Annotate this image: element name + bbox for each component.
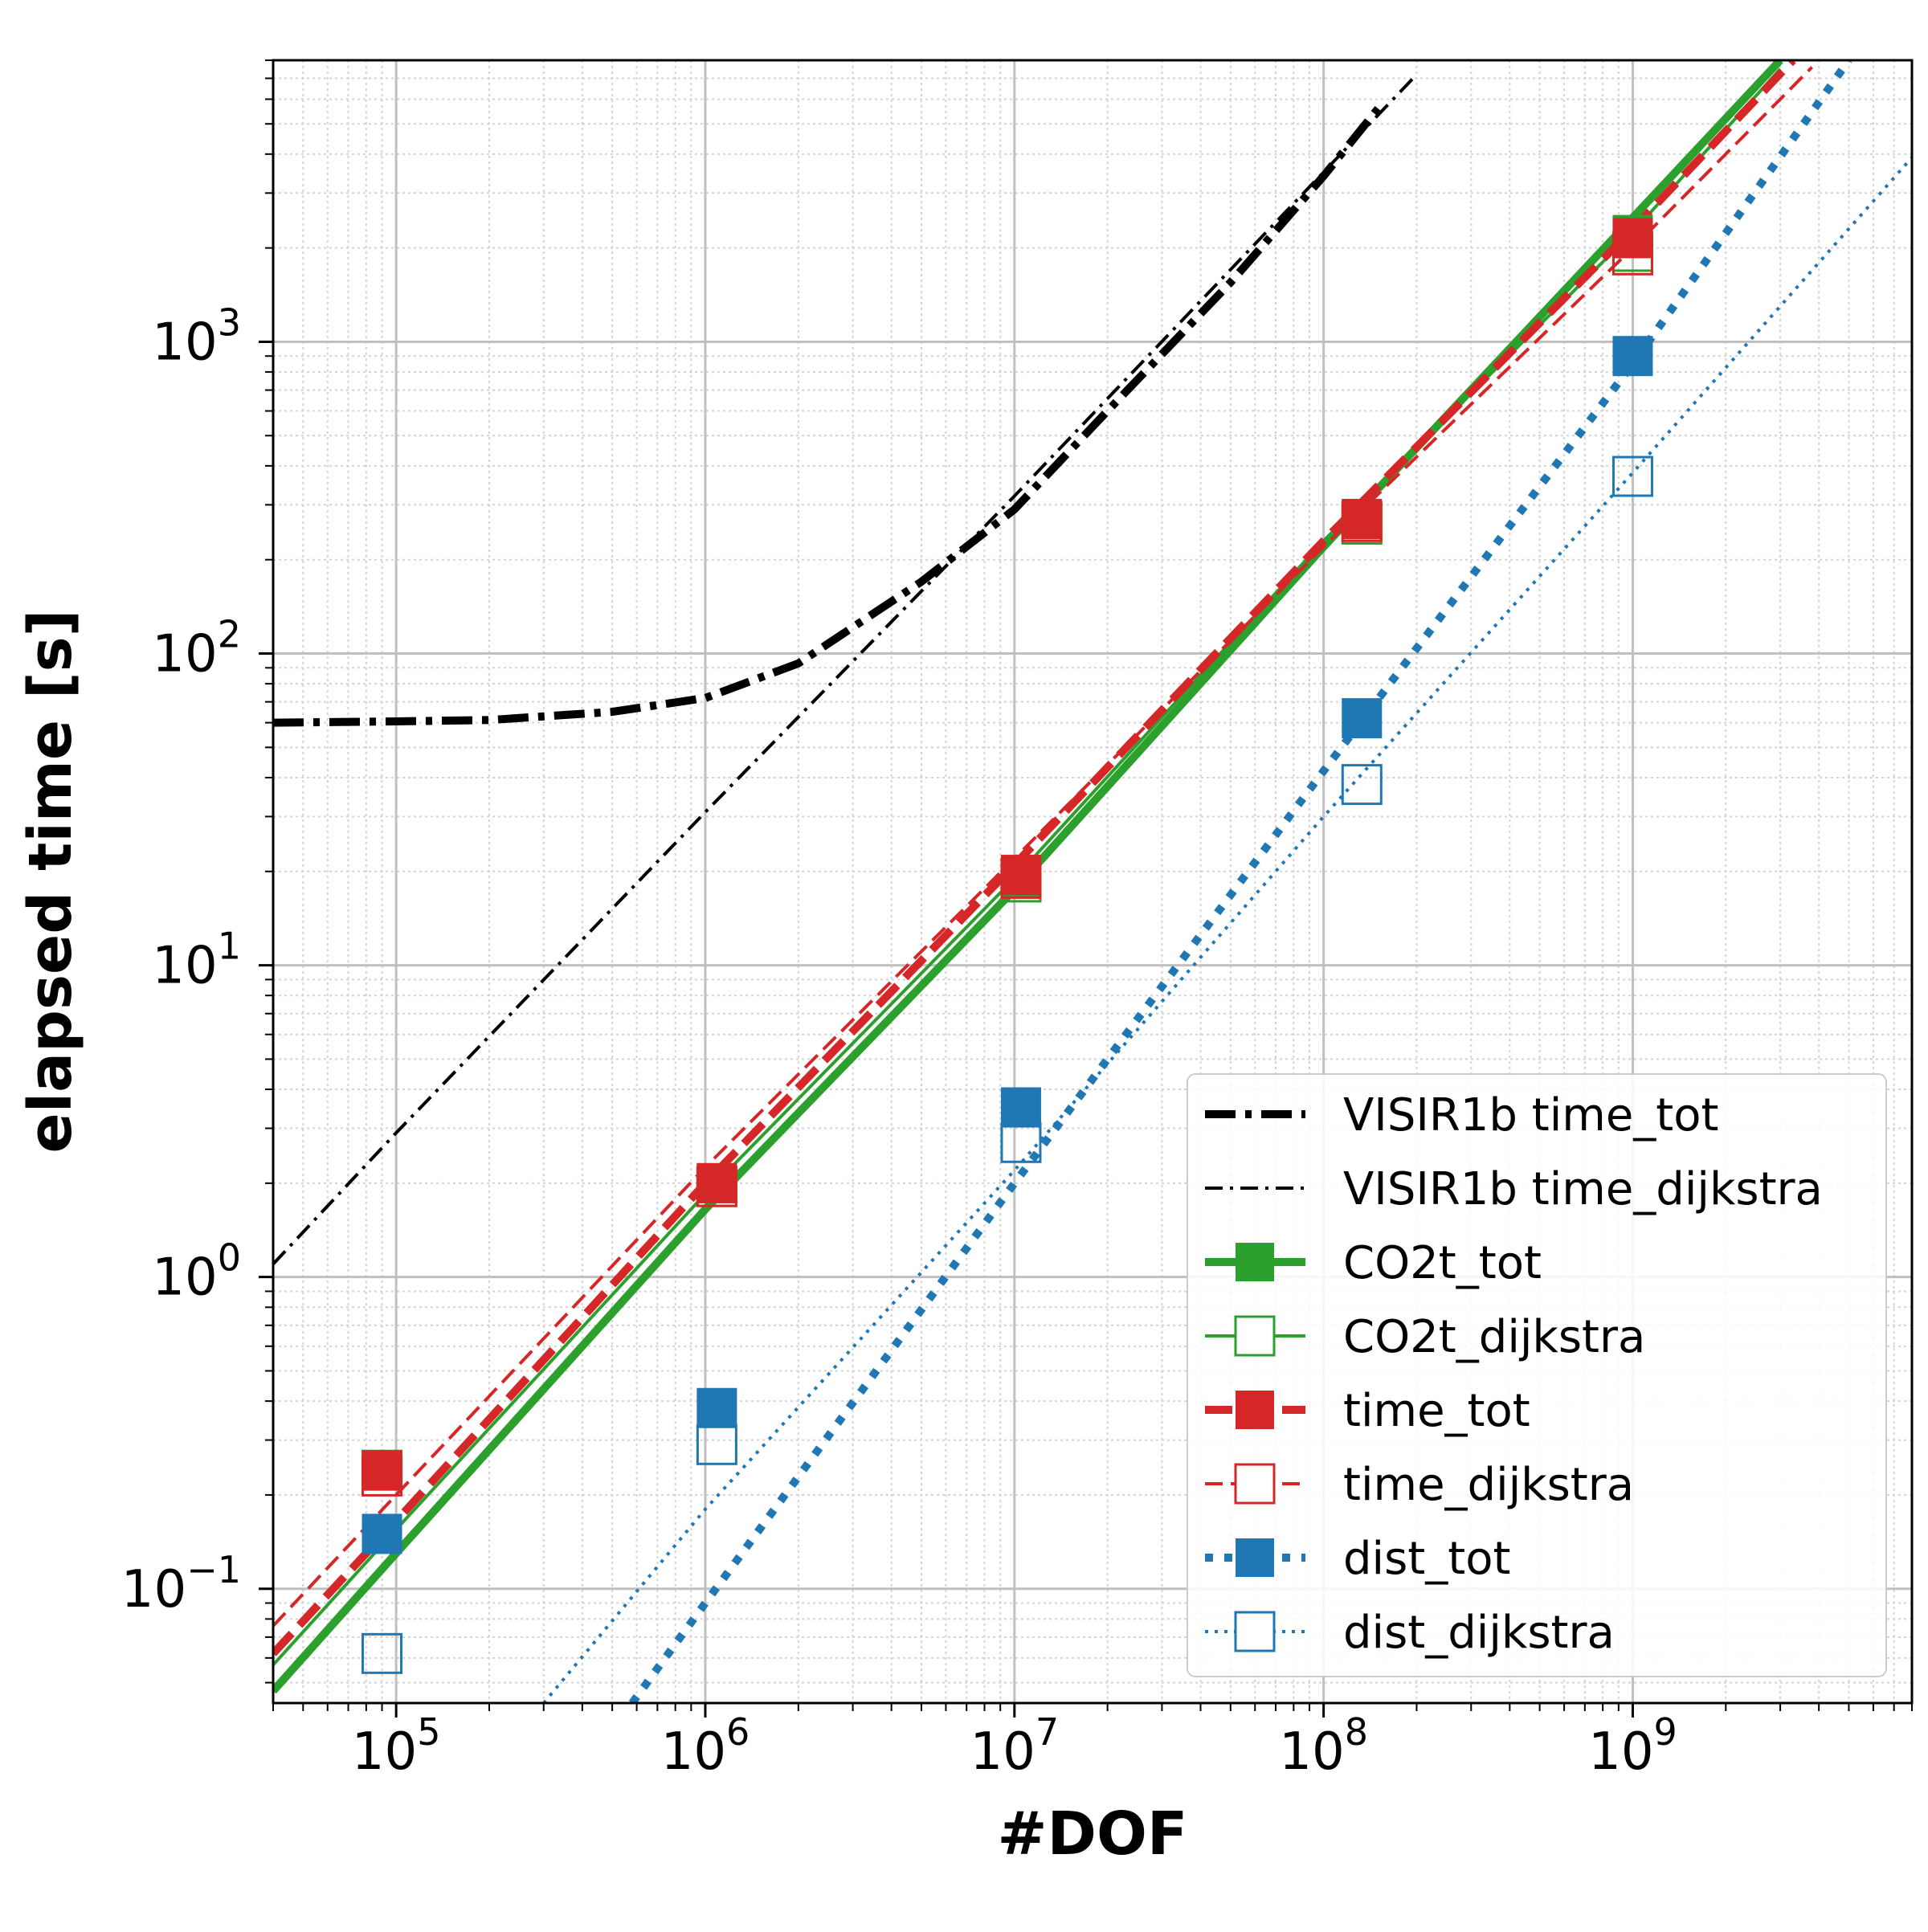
legend-box bbox=[1187, 1073, 1887, 1677]
x-tick-label: 108 bbox=[1279, 1710, 1368, 1782]
y-axis-title: elapsed time [s] bbox=[16, 610, 85, 1154]
data-point-dist_dijkstra bbox=[1000, 1121, 1042, 1163]
data-point-time_tot bbox=[696, 1162, 737, 1203]
y-tick-labels: 10−1 100 101 102 103 bbox=[121, 300, 241, 1619]
legend-swatch-marker bbox=[1234, 1611, 1276, 1652]
data-point-dist_dijkstra bbox=[362, 1632, 403, 1674]
x-tick-label: 105 bbox=[352, 1710, 441, 1782]
data-point-dist_dijkstra bbox=[1611, 455, 1653, 497]
legend-label: VISIR1b time_tot bbox=[1343, 1089, 1718, 1142]
data-point-dist_tot bbox=[696, 1387, 737, 1428]
series-line-dist_dijkstra bbox=[542, 156, 1912, 1703]
legend-swatch-marker bbox=[1234, 1463, 1276, 1505]
data-point-dist_tot bbox=[1000, 1087, 1041, 1128]
legend-label: dist_dijkstra bbox=[1343, 1607, 1615, 1659]
data-point-time_tot bbox=[1612, 218, 1653, 259]
legend-label: CO2t_dijkstra bbox=[1343, 1311, 1645, 1363]
legend-swatch-marker bbox=[1234, 1315, 1276, 1357]
legend-label: CO2t_tot bbox=[1343, 1237, 1542, 1289]
x-tick-labels: 105 106 107 108 109 bbox=[352, 1710, 1677, 1782]
data-point-time_dijkstra bbox=[1341, 500, 1383, 542]
data-point-dist_dijkstra bbox=[1341, 764, 1383, 806]
series-line-VISIR1b-time_tot bbox=[273, 105, 1382, 727]
data-point-dist_tot bbox=[1612, 336, 1653, 377]
x-tick-label: 106 bbox=[661, 1710, 750, 1782]
data-point-dist_tot bbox=[1342, 698, 1383, 739]
data-point-time_dijkstra bbox=[1611, 234, 1653, 276]
data-point-time_dijkstra bbox=[1000, 857, 1042, 899]
minor-grid bbox=[272, 59, 1913, 1703]
legend-label: dist_tot bbox=[1343, 1533, 1510, 1585]
legend-swatch-marker bbox=[1236, 1391, 1274, 1429]
plot-frame bbox=[272, 59, 1914, 1705]
x-tick-label: 107 bbox=[970, 1710, 1059, 1782]
y-tick-label: 100 bbox=[152, 1236, 241, 1308]
series-line-dist_tot bbox=[628, 60, 1852, 1703]
y-tick-label: 101 bbox=[152, 925, 241, 996]
y-tick-label: 10−1 bbox=[121, 1548, 241, 1620]
data-point-dist_dijkstra bbox=[696, 1423, 737, 1465]
legend-label: time_tot bbox=[1343, 1385, 1530, 1437]
legend-label: time_dijkstra bbox=[1343, 1459, 1634, 1511]
legend-swatch-marker bbox=[1236, 1243, 1274, 1281]
data-point-time_dijkstra bbox=[696, 1166, 737, 1207]
legend-swatch-marker bbox=[1236, 1538, 1274, 1577]
y-tick-label: 103 bbox=[152, 300, 241, 372]
data-point-time_dijkstra bbox=[362, 1455, 403, 1497]
series-line-VISIR1b-time_dijkstra bbox=[273, 73, 1418, 1265]
data-point-time_tot bbox=[1342, 499, 1383, 540]
data-point-dist_tot bbox=[362, 1513, 402, 1554]
legend: VISIR1b time_tot VISIR1b time_dijkstra CO2… bbox=[1187, 1073, 1887, 1677]
x-tick-label: 109 bbox=[1588, 1710, 1677, 1782]
legend-entries: VISIR1b time_tot VISIR1b time_dijkstra CO2… bbox=[1205, 1089, 1823, 1659]
data-point-time_tot bbox=[1000, 855, 1041, 896]
x-axis-title: #DOF bbox=[998, 1799, 1188, 1869]
legend-label: VISIR1b time_dijkstra bbox=[1343, 1163, 1823, 1215]
y-tick-label: 102 bbox=[152, 613, 241, 684]
series-markers bbox=[362, 214, 1653, 1674]
axis-ticks bbox=[259, 59, 1913, 1718]
